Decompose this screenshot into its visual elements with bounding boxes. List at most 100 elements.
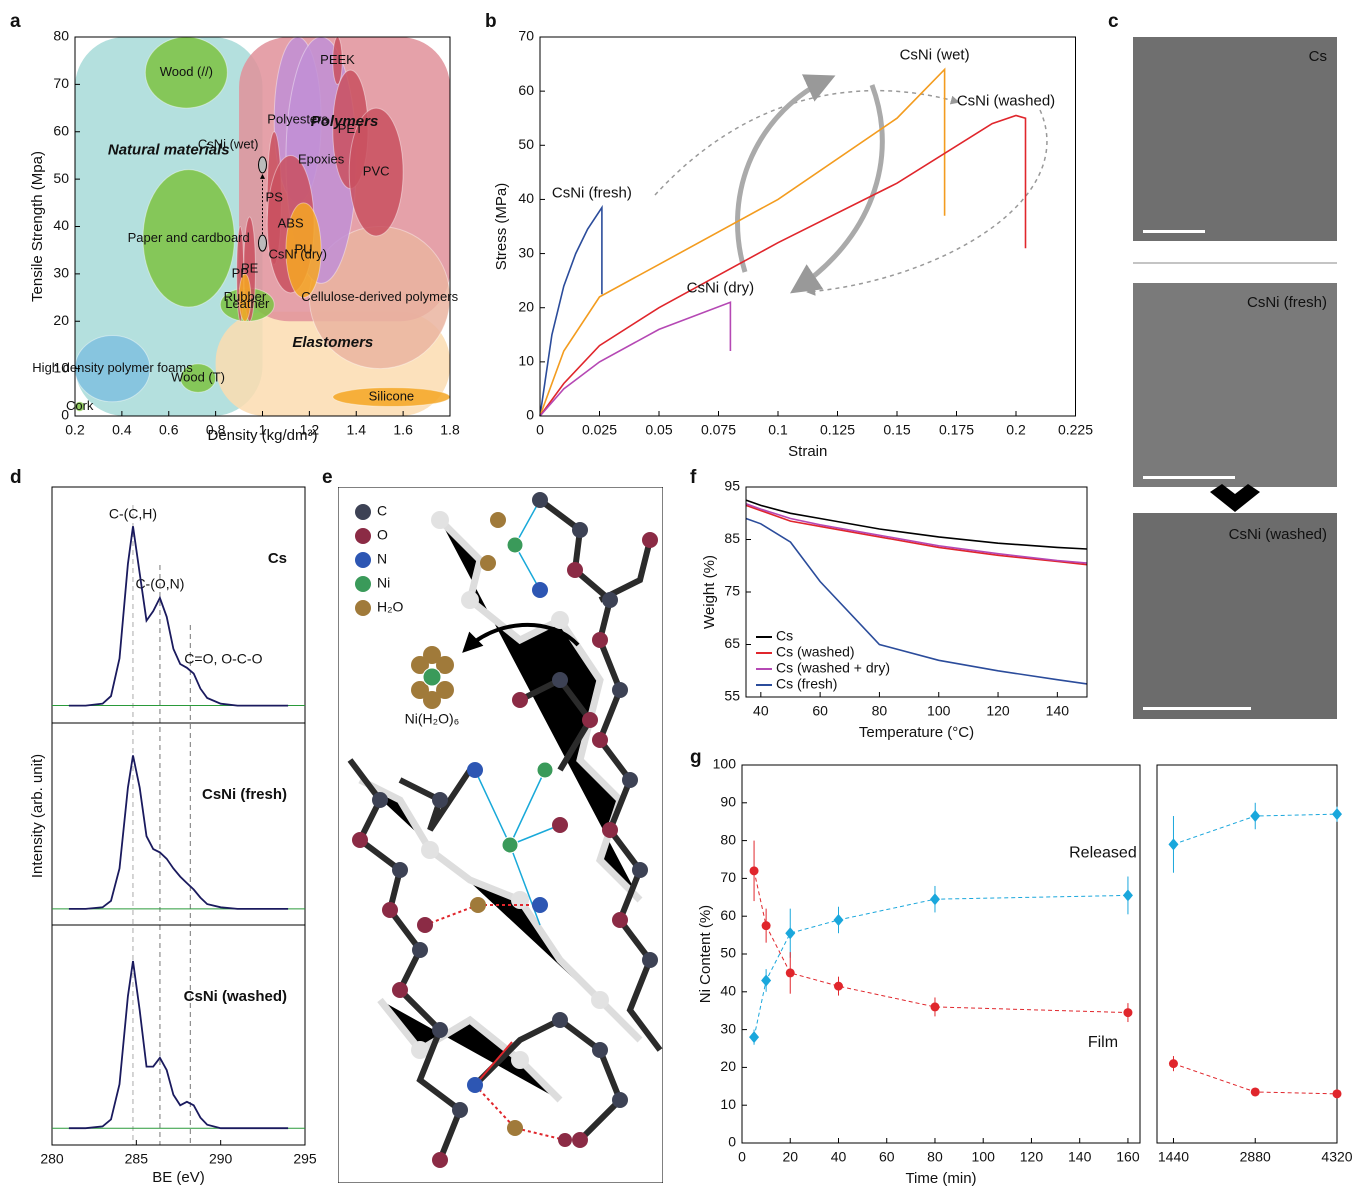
- data-point: [1123, 1008, 1133, 1018]
- legend-atom: [355, 552, 371, 568]
- y-axis-label: Tensile Strength (Mpa): [29, 151, 46, 302]
- y-tick-label: 60: [518, 82, 534, 98]
- x-axis-label: Time (min): [905, 1170, 976, 1187]
- spectrum-frame: [51, 924, 306, 1146]
- x-tick-label: 2880: [1240, 1149, 1271, 1165]
- sample-label: CsNi (fresh): [202, 786, 287, 803]
- x-tick-label: 140: [1046, 703, 1070, 719]
- material-region: [285, 202, 322, 299]
- data-point: [1332, 1089, 1342, 1099]
- sample-label: CsNi (wet): [198, 136, 259, 151]
- material-label: Epoxies: [298, 152, 345, 167]
- data-point: [1250, 810, 1261, 823]
- x-tick-label: 1: [259, 422, 267, 438]
- micrograph-label: CsNi (fresh): [1247, 294, 1327, 311]
- panel-letter: b: [485, 11, 497, 32]
- y-tick-label: 80: [720, 831, 736, 847]
- legend-label: N: [377, 551, 387, 567]
- y-tick-label: 90: [720, 794, 736, 810]
- x-axis-label: Density (kg/dm³): [207, 427, 317, 444]
- material-label: Silicone: [369, 388, 415, 403]
- data-point: [1250, 1087, 1260, 1097]
- transition-arrows: [654, 74, 1048, 296]
- data-line: [745, 504, 1088, 566]
- y-tick-label: 40: [53, 217, 69, 233]
- group-label: Polymers: [311, 113, 379, 130]
- material-region: [144, 37, 228, 109]
- sample-label: CsNi (washed): [184, 988, 287, 1005]
- legend-label: Cs (washed): [776, 644, 855, 660]
- material-label: Leather: [225, 296, 270, 311]
- peak-label: C-(O,N): [135, 576, 184, 592]
- y-tick-label: 30: [518, 244, 534, 260]
- x-tick-label: 0.8: [206, 422, 226, 438]
- y-tick-label: 65: [724, 635, 740, 651]
- y-tick-label: 80: [53, 28, 69, 44]
- data-line: [745, 503, 1088, 564]
- material-label: High density polymer foams: [32, 360, 193, 375]
- x-tick-label: 0.1: [768, 422, 788, 438]
- spectrum: [68, 755, 289, 910]
- y-tick-label: 95: [724, 478, 740, 494]
- data-point: [833, 913, 844, 926]
- x-tick-label: 100: [972, 1149, 996, 1165]
- legend-atom: [355, 600, 371, 616]
- data-line: [539, 301, 732, 417]
- material-label: PEEK: [320, 52, 355, 67]
- series-label: CsNi (wet): [900, 46, 970, 63]
- x-tick-label: 295: [293, 1151, 317, 1167]
- legend-label: Ni: [377, 575, 390, 591]
- x-tick-label: 280: [40, 1151, 64, 1167]
- y-tick-label: 50: [720, 945, 736, 961]
- y-tick-label: 75: [724, 583, 740, 599]
- x-tick-label: 0.2: [1006, 422, 1026, 438]
- x-tick-label: 140: [1068, 1149, 1092, 1165]
- x-tick-label: 60: [879, 1149, 895, 1165]
- data-point: [1332, 808, 1342, 821]
- x-tick-label: 1.8: [440, 422, 460, 438]
- data-line: [539, 204, 603, 417]
- y-tick-label: 60: [720, 907, 736, 923]
- x-tick-label: 0.6: [159, 422, 179, 438]
- x-tick-label: 0.15: [883, 422, 910, 438]
- panel-letter: a: [10, 11, 21, 32]
- legend-atom: [355, 528, 371, 544]
- x-tick-label: 0.175: [939, 422, 974, 438]
- material-label: Rubber: [224, 289, 267, 304]
- spectrum-frame: [51, 722, 306, 926]
- legend-label: C: [377, 503, 387, 519]
- x-axis-label: Strain: [788, 443, 827, 460]
- legend-label: Cs (fresh): [776, 676, 837, 692]
- x-tick-label: 1440: [1158, 1149, 1189, 1165]
- material-label: Cellulose-derived polymers: [301, 289, 458, 304]
- x-tick-label: 290: [209, 1151, 233, 1167]
- legend-label: Cs (washed + dry): [776, 660, 890, 676]
- x-tick-label: 80: [872, 703, 888, 719]
- fit-line: [753, 870, 1128, 1014]
- y-tick-label: 20: [53, 312, 69, 328]
- material-region: [179, 363, 217, 393]
- y-tick-label: 10: [53, 359, 69, 375]
- spectrum-frame: [51, 486, 306, 724]
- panel-letter: f: [690, 467, 697, 488]
- x-tick-label: 0.2: [65, 422, 85, 438]
- fit-line: [753, 894, 1128, 1038]
- sample-point: [258, 234, 267, 252]
- panel-letter: e: [322, 467, 333, 488]
- group-label: Natural materials: [108, 142, 230, 159]
- data-point: [1122, 889, 1133, 902]
- y-tick-label: 70: [518, 28, 534, 44]
- y-tick-label: 40: [720, 983, 736, 999]
- y-axis-label: Ni Content (%): [697, 905, 714, 1003]
- material-label: PU: [294, 242, 312, 257]
- x-tick-label: 60: [812, 703, 828, 719]
- sample-label: CsNi (dry): [269, 247, 328, 262]
- x-tick-label: 0.025: [582, 422, 617, 438]
- series-label: CsNi (fresh): [552, 185, 632, 202]
- x-tick-label: 0.4: [112, 422, 132, 438]
- data-point: [1168, 1059, 1178, 1069]
- panel-letter: d: [10, 467, 22, 488]
- x-tick-label: 100: [927, 703, 951, 719]
- x-tick-label: 120: [1020, 1149, 1044, 1165]
